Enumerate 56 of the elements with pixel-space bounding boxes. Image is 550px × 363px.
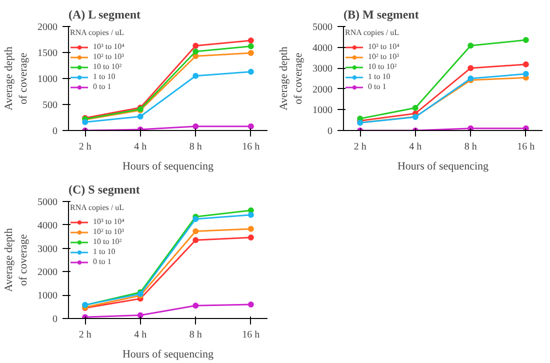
y-axis-title: Average depth of coverage [278,46,304,110]
y-tick-label: 3000 [38,244,58,255]
x-tick-label: 2 h [78,142,92,152]
y-axis-title: Average depth of coverage [3,46,30,110]
y-tick-label: 5000 [38,197,58,208]
legend-label: 10² to 10³ [368,52,400,61]
y-tick-label: 1000 [38,290,58,302]
x-tick-label: 2 h [78,330,92,340]
y-tick-label: 3000 [312,64,332,75]
legend-label: 1 to 10 [93,247,116,256]
y-tick-label: 0 [52,126,58,137]
y-tick-label: 0 [328,126,332,137]
x-axis-title: Hours of sequencing [122,160,214,172]
y-axis-title: Average depth of coverage [3,228,30,292]
y-tick-label: 0 [52,314,58,325]
y-tick-label: 1000 [38,74,58,85]
chart-title: (A) L segment [68,8,140,22]
x-tick-label: 16 h [517,142,535,152]
legend-label: 10 to 10² [368,62,397,71]
chart-title: (B) M segment [344,8,419,22]
y-tick-label: 5000 [312,22,332,33]
legend-label: 10³ to 10⁴ [93,42,124,51]
x-axis-title: Hours of sequencing [122,348,214,360]
legend-label: 10 to 10² [93,62,122,71]
x-tick-label: 4 h [409,142,422,152]
legend-title: RNA copies / uL [70,28,124,37]
legend-label: 10 to 10² [93,237,122,246]
legend-label: 10³ to 10⁴ [93,217,124,226]
y-tick-label: 2000 [312,84,332,96]
y-tick-label: 2000 [38,22,58,33]
legend-label: 0 to 1 [93,257,112,266]
x-tick-label: 8 h [464,142,477,152]
legend-label: 0 to 1 [368,82,388,91]
y-tick-label: 4000 [312,42,332,54]
x-tick-label: 8 h [189,142,202,152]
legend-label: 10² to 10³ [93,52,124,61]
legend-label: 0 to 1 [93,82,112,91]
x-tick-label: 4 h [134,330,147,340]
x-tick-label: 16 h [242,330,260,340]
y-tick-label: 2000 [38,267,58,278]
legend-label: 1 to 10 [368,72,390,81]
y-tick-label: 1500 [38,48,58,59]
legend-label: 10² to 10³ [93,227,124,236]
y-tick-label: 1000 [312,105,332,116]
legend-label: 10³ to 10⁴ [368,42,400,51]
legend-title: RNA copies / uL [70,203,124,212]
legend-title: RNA copies / uL [345,28,400,37]
y-tick-label: 500 [42,100,58,111]
x-tick-label: 16 h [242,142,260,152]
chart-title: (C) S segment [68,182,140,196]
x-tick-label: 8 h [189,330,202,340]
x-tick-label: 2 h [354,142,366,152]
x-tick-label: 4 h [134,142,147,152]
y-tick-label: 4000 [38,220,58,232]
x-axis-title: Hours of sequencing [397,160,490,172]
legend-label: 1 to 10 [93,72,116,81]
